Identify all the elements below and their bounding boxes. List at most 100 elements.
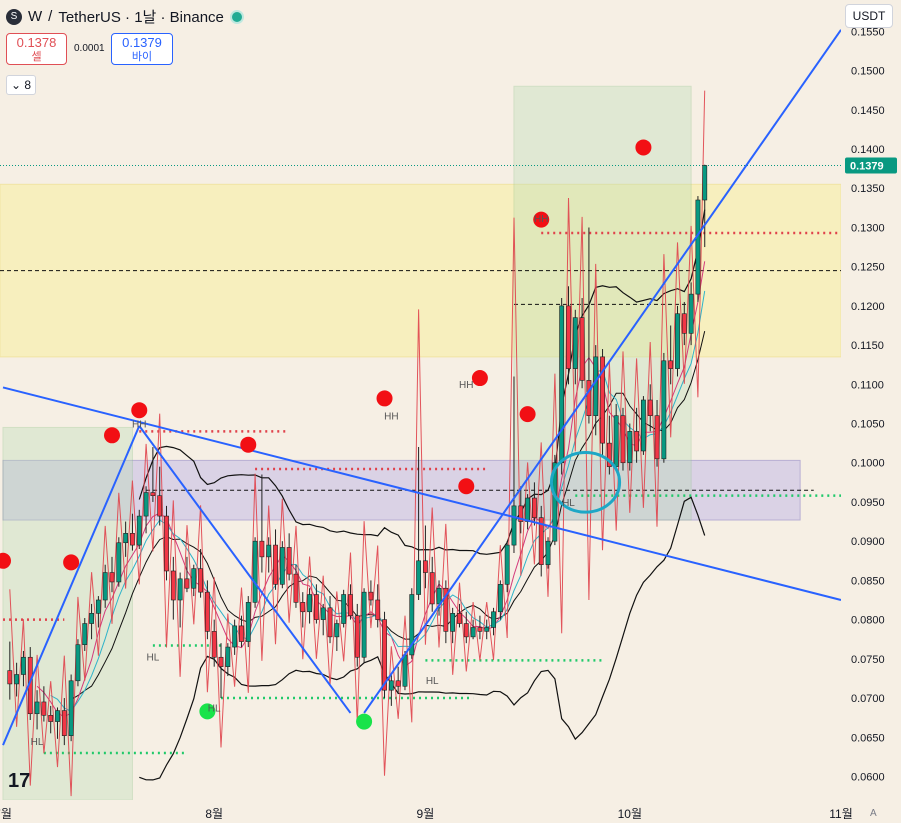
- time-tick-label: 7월: [0, 807, 12, 821]
- candle-body: [341, 594, 347, 624]
- symbol-name[interactable]: W: [28, 8, 43, 25]
- indicators-toggle[interactable]: ⌄ 8: [6, 75, 36, 95]
- price-axis: 0.1550 0.1500 0.1450 0.1400 0.1350 0.1300 0.12…: [841, 0, 901, 823]
- price-tick-label: 0.1350: [851, 183, 885, 195]
- price-tick-label: 0.1000: [851, 458, 885, 470]
- candle-body: [75, 644, 81, 682]
- candle-body: [559, 305, 565, 464]
- candle-body: [232, 625, 238, 648]
- candle-body: [334, 623, 340, 638]
- price-tick-label: 0.0850: [851, 575, 885, 587]
- candle-body: [82, 623, 88, 646]
- candle-body: [239, 625, 244, 642]
- candle-body: [41, 701, 47, 716]
- candle-body: [286, 547, 292, 575]
- trendline: [2, 386, 842, 601]
- candle-body: [170, 570, 176, 601]
- candle-body: [361, 591, 367, 658]
- price-tick-label: 0.1200: [851, 301, 885, 313]
- candle-body: [627, 431, 633, 464]
- candle-body: [606, 442, 612, 467]
- buy-price: 0.1379: [122, 35, 162, 50]
- peak-marker: [471, 370, 488, 387]
- candle-body: [668, 360, 674, 369]
- trendline: [138, 425, 352, 714]
- swing-label: HL: [208, 703, 221, 714]
- trendline: [2, 425, 141, 746]
- candle-body: [225, 646, 231, 667]
- time-tick-label: 10월: [618, 807, 642, 821]
- swing-label: HL: [31, 737, 44, 748]
- auto-scale-button[interactable]: A: [870, 808, 877, 819]
- candle-body: [164, 515, 169, 572]
- candle-body: [204, 591, 210, 632]
- time-axis: 7월 8월 9월 10월 11월: [0, 800, 901, 823]
- market-status-icon: [229, 9, 244, 24]
- candle-body: [68, 680, 74, 736]
- sell-label: 셀: [31, 51, 42, 63]
- candle-body: [416, 560, 422, 595]
- candle-body: [634, 431, 640, 452]
- time-tick-label: 11월: [829, 807, 853, 821]
- price-tick-label: 0.1150: [851, 340, 884, 352]
- peak-marker: [376, 390, 393, 407]
- candle-body: [538, 517, 544, 566]
- candle-body: [348, 594, 353, 616]
- spread-value: 0.0001: [74, 43, 105, 54]
- buy-button[interactable]: 0.1379 바이: [111, 33, 173, 65]
- candle-body: [600, 356, 605, 444]
- candle-body: [259, 540, 265, 558]
- candle-body: [313, 594, 319, 620]
- candle-body: [293, 573, 299, 603]
- candle-body: [422, 560, 428, 573]
- candle-body: [14, 674, 20, 685]
- chart-title[interactable]: TetherUS · 1날 · Binance: [58, 9, 224, 26]
- trendlines: [2, 29, 842, 746]
- price-tick-label: 0.1550: [851, 26, 885, 38]
- last-price-tag: [845, 157, 897, 174]
- chart-zones: [0, 85, 842, 801]
- upper-band-line: [138, 209, 706, 555]
- candle-body: [681, 313, 687, 334]
- candle-body: [450, 613, 456, 632]
- candle-body: [497, 584, 503, 613]
- candle-body: [566, 305, 571, 369]
- price-tick-label: 0.1500: [851, 66, 885, 78]
- candle-body: [123, 533, 129, 544]
- candle-body: [654, 415, 660, 460]
- price-tick-label: 0.0750: [851, 654, 885, 666]
- candle-body: [116, 542, 122, 583]
- time-tick-label: 8월: [205, 807, 223, 821]
- candle-body: [7, 670, 13, 685]
- symbol-logo-icon: S: [6, 8, 22, 25]
- sell-button[interactable]: 0.1378 셀: [6, 33, 67, 65]
- candle-body: [641, 399, 646, 452]
- candle-body: [368, 591, 374, 601]
- sell-price: 0.1378: [16, 35, 57, 50]
- candle-body: [484, 627, 490, 632]
- swing-label: HH: [384, 412, 398, 423]
- highlight-ellipse: [549, 451, 622, 514]
- tradingview-logo-icon[interactable]: 17: [8, 770, 31, 792]
- swing-label: HH: [132, 419, 146, 430]
- candle-body: [675, 313, 680, 369]
- candle-body: [477, 627, 483, 632]
- candle-body: [300, 602, 306, 613]
- chevron-down-icon: ⌄: [10, 78, 22, 92]
- candle-body: [157, 495, 163, 517]
- candle-body: [218, 656, 224, 667]
- candle-body: [457, 613, 462, 624]
- trough-marker: [356, 713, 373, 730]
- candle-body: [661, 360, 667, 460]
- candle-body: [375, 599, 381, 620]
- trough-marker: [199, 703, 216, 720]
- candle-body: [320, 607, 326, 620]
- candle-body: [620, 415, 626, 464]
- peak-marker: [131, 402, 148, 419]
- price-tick-label: 0.1100: [851, 379, 884, 391]
- last-price-label: 0.1379: [850, 160, 884, 172]
- currency-selector[interactable]: USDT: [845, 4, 893, 28]
- candle-body: [463, 623, 469, 638]
- price-axis-bg: [841, 0, 901, 823]
